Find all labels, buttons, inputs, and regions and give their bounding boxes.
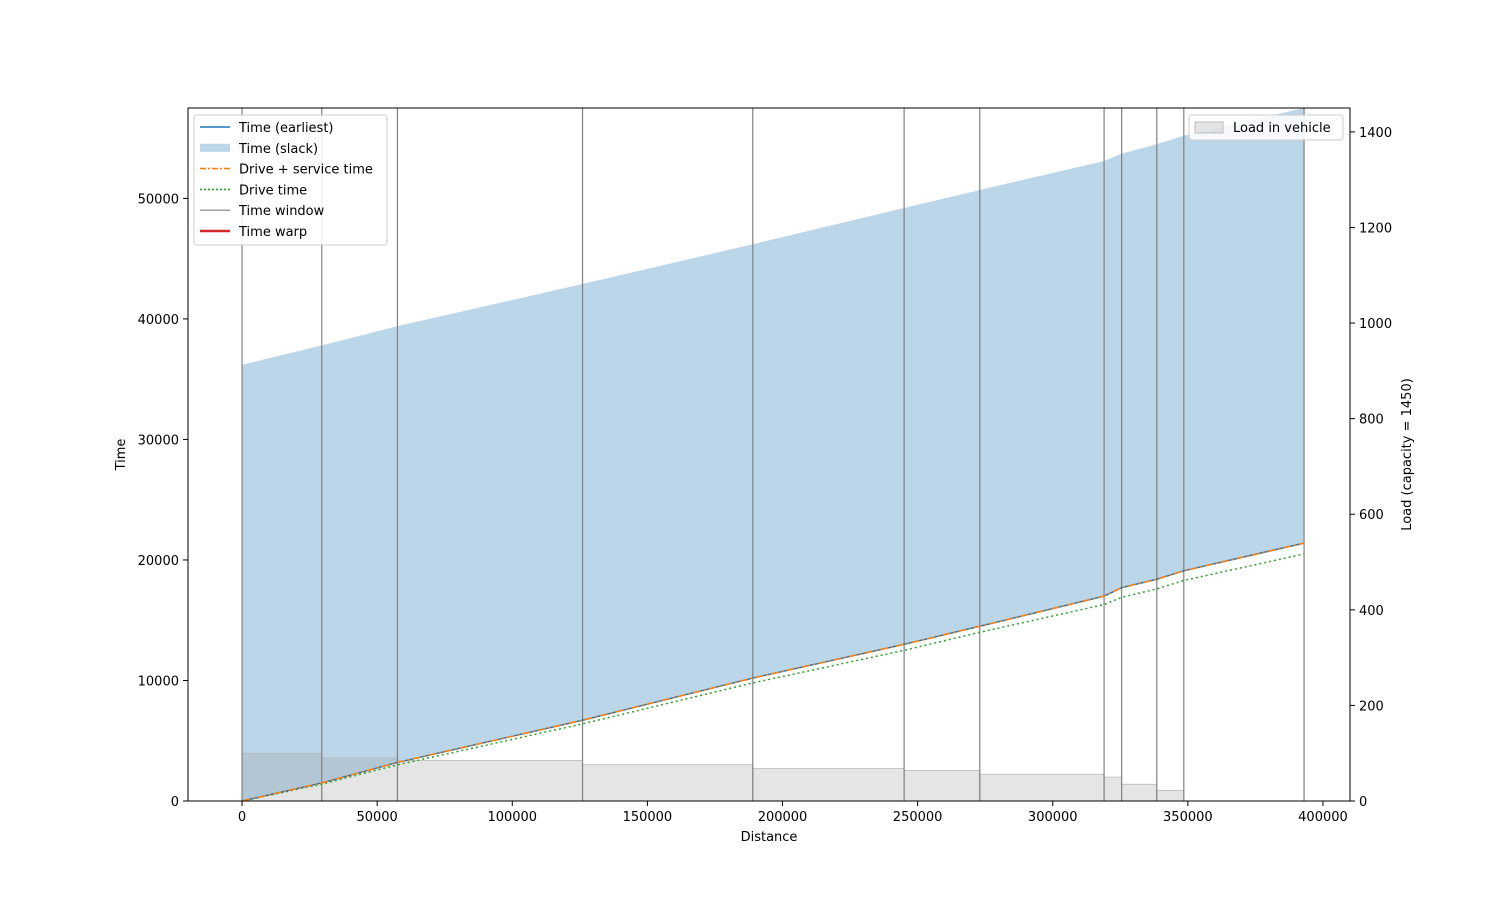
legend-label: Time (earliest) (238, 121, 334, 136)
load-bar (1121, 783, 1158, 802)
y2-tick-label: 600 (1359, 508, 1384, 523)
x-axis-title: Distance (741, 830, 798, 845)
legend-label: Time warp (238, 225, 307, 240)
legend-label: Load in vehicle (1233, 121, 1331, 136)
x-tick-label: 250000 (893, 810, 943, 825)
load-bar (582, 764, 754, 802)
y-tick-label: 0 (171, 795, 179, 810)
x-tick-label: 100000 (487, 810, 537, 825)
y-tick-label: 10000 (138, 674, 179, 689)
legend-label: Drive time (239, 183, 307, 198)
x-tick-label: 350000 (1163, 810, 1213, 825)
y-tick-label: 30000 (138, 433, 179, 448)
legend-label: Drive + service time (239, 163, 373, 178)
y-tick-label: 20000 (138, 554, 179, 569)
load-bar (903, 770, 981, 802)
y2-axis-title: Load (capacity = 1450) (1400, 378, 1415, 531)
y2-tick-label: 1400 (1359, 126, 1392, 141)
x-tick-label: 400000 (1298, 810, 1348, 825)
legend-box (1188, 114, 1344, 141)
y-axis-right: 0 200 400 600 800 1000 1200 1400 (1350, 126, 1392, 810)
y2-tick-label: 0 (1359, 795, 1367, 810)
legend-swatch (200, 143, 230, 152)
slack-area-layer (242, 108, 1305, 801)
legend-load: Load in vehicle (1188, 114, 1344, 141)
slack-area (242, 108, 1305, 801)
load-bar (1103, 776, 1123, 802)
x-axis: 0 50000 100000 150000 200000 250000 300000 3500… (238, 801, 1348, 825)
y2-tick-label: 200 (1359, 699, 1384, 714)
legend: Time (earliest) Time (slack) Drive + servi… (193, 114, 388, 246)
plot-frame (187, 107, 1351, 802)
drive-service-time-line (241, 542, 1305, 802)
y-axis-title: Time (114, 439, 129, 472)
load-bar (397, 759, 583, 802)
x-tick-label: 200000 (758, 810, 808, 825)
x-tick-label: 150000 (623, 810, 673, 825)
load-bar (1156, 790, 1185, 802)
y2-tick-label: 400 (1359, 604, 1384, 619)
x-tick-label: 300000 (1028, 810, 1078, 825)
y2-tick-label: 1000 (1359, 317, 1392, 332)
load-bars-layer (241, 752, 1185, 802)
x-tick-label: 0 (238, 810, 246, 825)
load-bar (752, 768, 905, 802)
y-axis-left: 0 10000 20000 30000 40000 50000 (138, 192, 188, 810)
load-bar (241, 752, 323, 802)
y2-tick-label: 1200 (1359, 221, 1392, 236)
y-tick-label: 40000 (138, 313, 179, 328)
series-lines-layer (241, 542, 1305, 802)
load-bar (979, 773, 1105, 802)
drive-time-line (241, 553, 1305, 802)
legend-box (193, 114, 388, 246)
x-tick-label: 50000 (356, 810, 397, 825)
legend-label: Time window (238, 204, 325, 219)
legend-label: Time (slack) (238, 142, 318, 157)
y-tick-label: 50000 (138, 192, 179, 207)
y2-tick-label: 800 (1359, 413, 1384, 428)
legend-swatch (1194, 121, 1224, 134)
